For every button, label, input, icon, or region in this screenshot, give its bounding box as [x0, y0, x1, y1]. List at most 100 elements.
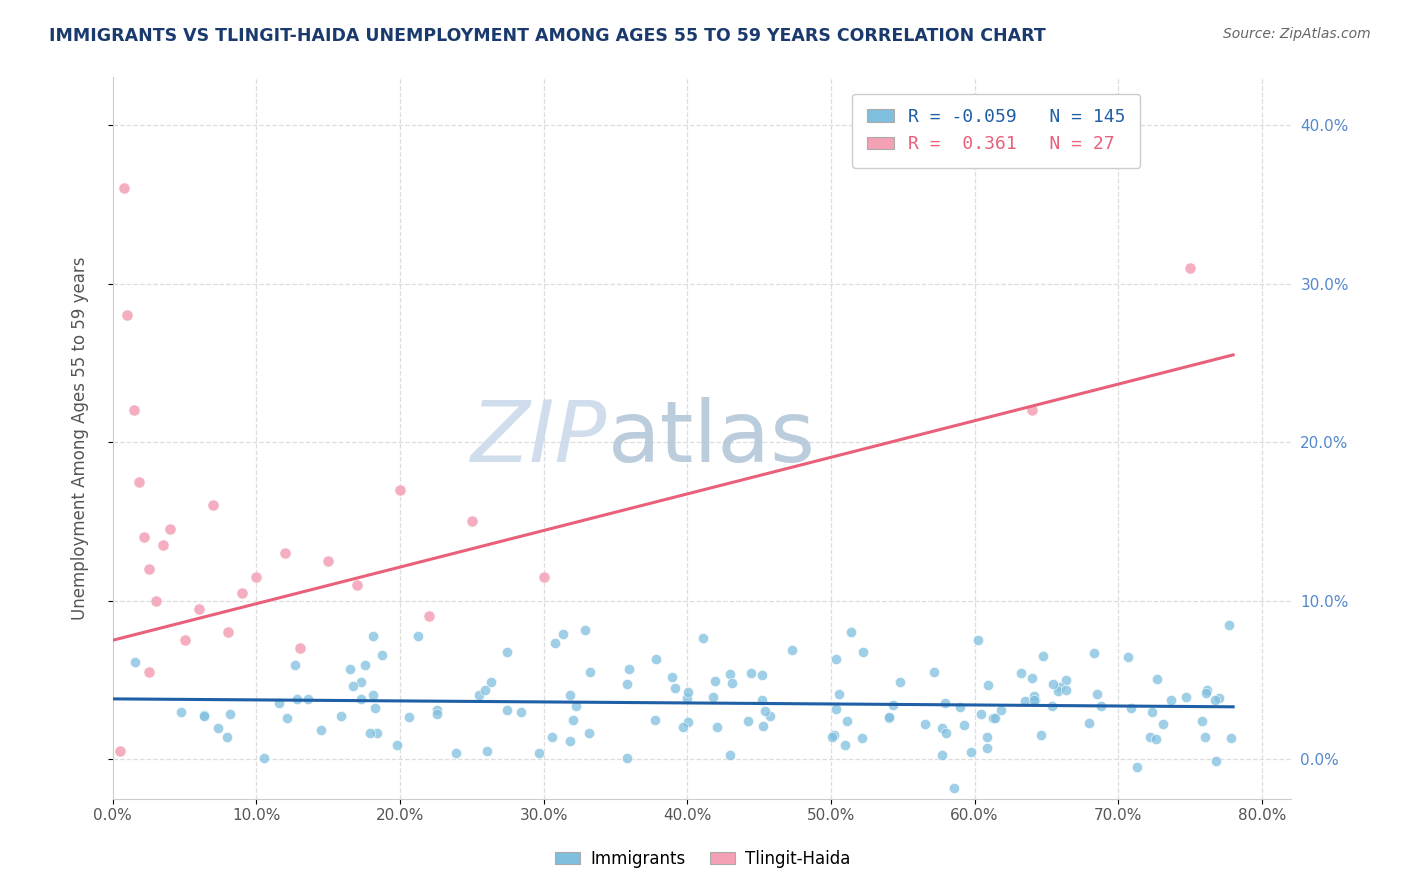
Point — [1029, 728, 1052, 742]
Point — [285, 692, 308, 706]
Point — [159, 522, 181, 536]
Point — [475, 744, 498, 758]
Point — [616, 750, 638, 764]
Point — [1205, 754, 1227, 768]
Point — [1010, 666, 1032, 681]
Point — [1197, 683, 1219, 698]
Point — [269, 696, 291, 710]
Point — [339, 662, 361, 676]
Point — [672, 720, 695, 734]
Point — [1024, 689, 1046, 703]
Point — [579, 665, 602, 679]
Point — [398, 710, 420, 724]
Point — [426, 703, 449, 717]
Point — [617, 662, 640, 676]
Point — [1046, 683, 1069, 698]
Point — [664, 681, 686, 695]
Point — [825, 652, 848, 666]
Point — [754, 704, 776, 718]
Point — [1126, 760, 1149, 774]
Point — [316, 554, 339, 568]
Point — [565, 698, 588, 713]
Point — [990, 703, 1012, 717]
Point — [877, 709, 900, 723]
Text: IMMIGRANTS VS TLINGIT-HAIDA UNEMPLOYMENT AMONG AGES 55 TO 59 YEARS CORRELATION C: IMMIGRANTS VS TLINGIT-HAIDA UNEMPLOYMENT… — [49, 27, 1046, 45]
Point — [124, 655, 146, 669]
Point — [1152, 717, 1174, 731]
Point — [188, 601, 211, 615]
Point — [468, 689, 491, 703]
Point — [544, 636, 567, 650]
Point — [702, 690, 724, 705]
Point — [1077, 715, 1099, 730]
Point — [215, 730, 238, 744]
Point — [821, 730, 844, 744]
Point — [276, 711, 298, 725]
Point — [219, 707, 242, 722]
Point — [134, 530, 156, 544]
Point — [152, 538, 174, 552]
Point — [1178, 260, 1201, 275]
Point — [1140, 705, 1163, 719]
Text: atlas: atlas — [607, 397, 815, 480]
Point — [558, 734, 581, 748]
Point — [354, 658, 377, 673]
Point — [253, 751, 276, 765]
Point — [759, 709, 782, 723]
Point — [914, 716, 936, 731]
Point — [297, 692, 319, 706]
Point — [170, 705, 193, 719]
Point — [115, 308, 138, 322]
Point — [1042, 677, 1064, 691]
Point — [193, 708, 215, 723]
Point — [676, 715, 699, 730]
Point — [444, 746, 467, 760]
Point — [718, 666, 741, 681]
Point — [1144, 732, 1167, 747]
Point — [824, 701, 846, 715]
Point — [1085, 687, 1108, 701]
Point — [877, 711, 900, 725]
Point — [138, 562, 160, 576]
Point — [922, 665, 945, 679]
Point — [1218, 618, 1240, 632]
Point — [970, 706, 993, 721]
Text: Source: ZipAtlas.com: Source: ZipAtlas.com — [1223, 27, 1371, 41]
Point — [474, 683, 496, 698]
Point — [948, 700, 970, 714]
Point — [309, 723, 332, 738]
Point — [976, 741, 998, 756]
Point — [361, 629, 384, 643]
Point — [350, 692, 373, 706]
Point — [553, 626, 575, 640]
Point — [418, 609, 440, 624]
Point — [202, 499, 225, 513]
Point — [977, 678, 1000, 692]
Point — [145, 593, 167, 607]
Point — [371, 648, 394, 663]
Point — [1204, 693, 1226, 707]
Point — [533, 570, 555, 584]
Point — [720, 676, 742, 690]
Point — [645, 652, 668, 666]
Point — [1024, 693, 1046, 707]
Point — [851, 731, 873, 746]
Point — [574, 623, 596, 637]
Point — [889, 674, 911, 689]
Point — [540, 730, 562, 744]
Point — [1139, 731, 1161, 745]
Point — [578, 725, 600, 739]
Point — [245, 570, 267, 584]
Point — [359, 726, 381, 740]
Point — [1146, 672, 1168, 686]
Point — [740, 666, 762, 681]
Point — [408, 629, 430, 643]
Point — [329, 708, 352, 723]
Point — [782, 642, 804, 657]
Point — [1021, 403, 1043, 417]
Point — [283, 658, 305, 673]
Point — [558, 688, 581, 702]
Point — [661, 670, 683, 684]
Point — [1083, 646, 1105, 660]
Point — [751, 719, 773, 733]
